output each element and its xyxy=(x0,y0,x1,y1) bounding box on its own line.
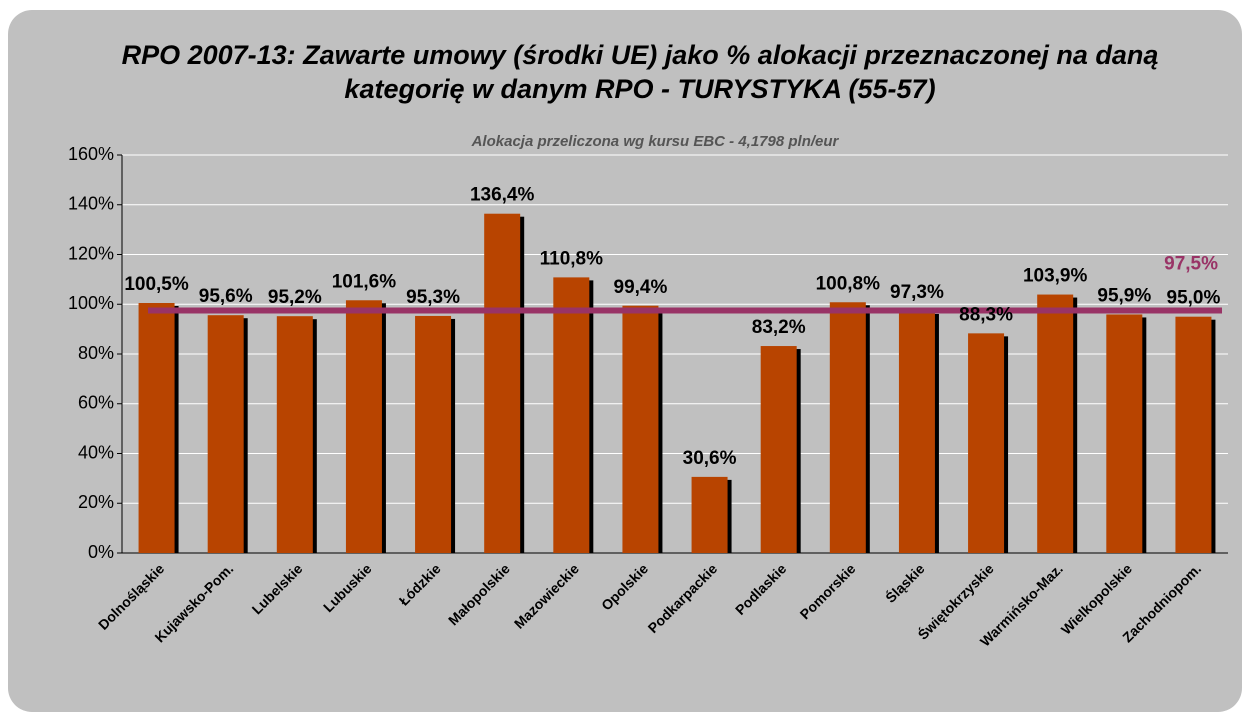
value-label: 100,8% xyxy=(816,273,881,294)
bar xyxy=(829,302,866,553)
value-label: 95,2% xyxy=(268,287,322,308)
y-tick-label: 140% xyxy=(68,194,114,214)
value-label: 30,6% xyxy=(683,448,737,469)
value-label: 95,9% xyxy=(1097,285,1151,306)
bar xyxy=(415,315,452,553)
bar xyxy=(691,476,728,553)
bar xyxy=(138,303,175,553)
value-label: 97,3% xyxy=(890,282,944,303)
value-label: 103,9% xyxy=(1023,266,1088,287)
bar xyxy=(553,277,590,553)
value-label: 99,4% xyxy=(614,277,668,298)
bar xyxy=(1175,316,1212,553)
bar xyxy=(760,346,797,553)
bar xyxy=(1037,294,1074,553)
value-label: 83,2% xyxy=(752,317,806,338)
chart-subtitle: Alokacja przeliczona wg kursu EBC - 4,17… xyxy=(471,133,840,150)
value-label: 101,6% xyxy=(332,271,397,292)
reference-label: 97,5% xyxy=(1164,253,1218,274)
value-label: 95,6% xyxy=(199,286,253,307)
value-label: 136,4% xyxy=(470,185,535,206)
y-tick-label: 60% xyxy=(78,393,114,413)
bar xyxy=(1106,314,1143,553)
y-tick-label: 20% xyxy=(78,492,114,512)
y-tick-label: 120% xyxy=(68,243,114,263)
bar xyxy=(898,310,935,553)
bar xyxy=(968,333,1005,553)
value-label: 88,3% xyxy=(959,304,1013,325)
bar xyxy=(276,316,313,553)
chart-title: kategorię w danym RPO - TURYSTYKA (55-57… xyxy=(344,74,935,104)
value-label: 110,8% xyxy=(540,248,603,269)
y-tick-label: 100% xyxy=(68,293,114,313)
value-label: 100,5% xyxy=(124,274,189,295)
value-label: 95,3% xyxy=(406,287,460,308)
y-tick-label: 160% xyxy=(68,144,114,164)
bar xyxy=(484,213,521,553)
bar xyxy=(207,315,244,553)
bar xyxy=(622,305,659,553)
bar xyxy=(345,300,382,553)
y-tick-label: 80% xyxy=(78,343,114,363)
y-tick-label: 40% xyxy=(78,442,114,462)
y-tick-label: 0% xyxy=(88,542,114,562)
chart-title: RPO 2007-13: Zawarte umowy (środki UE) j… xyxy=(122,40,1159,70)
value-label: 95,0% xyxy=(1167,288,1221,309)
